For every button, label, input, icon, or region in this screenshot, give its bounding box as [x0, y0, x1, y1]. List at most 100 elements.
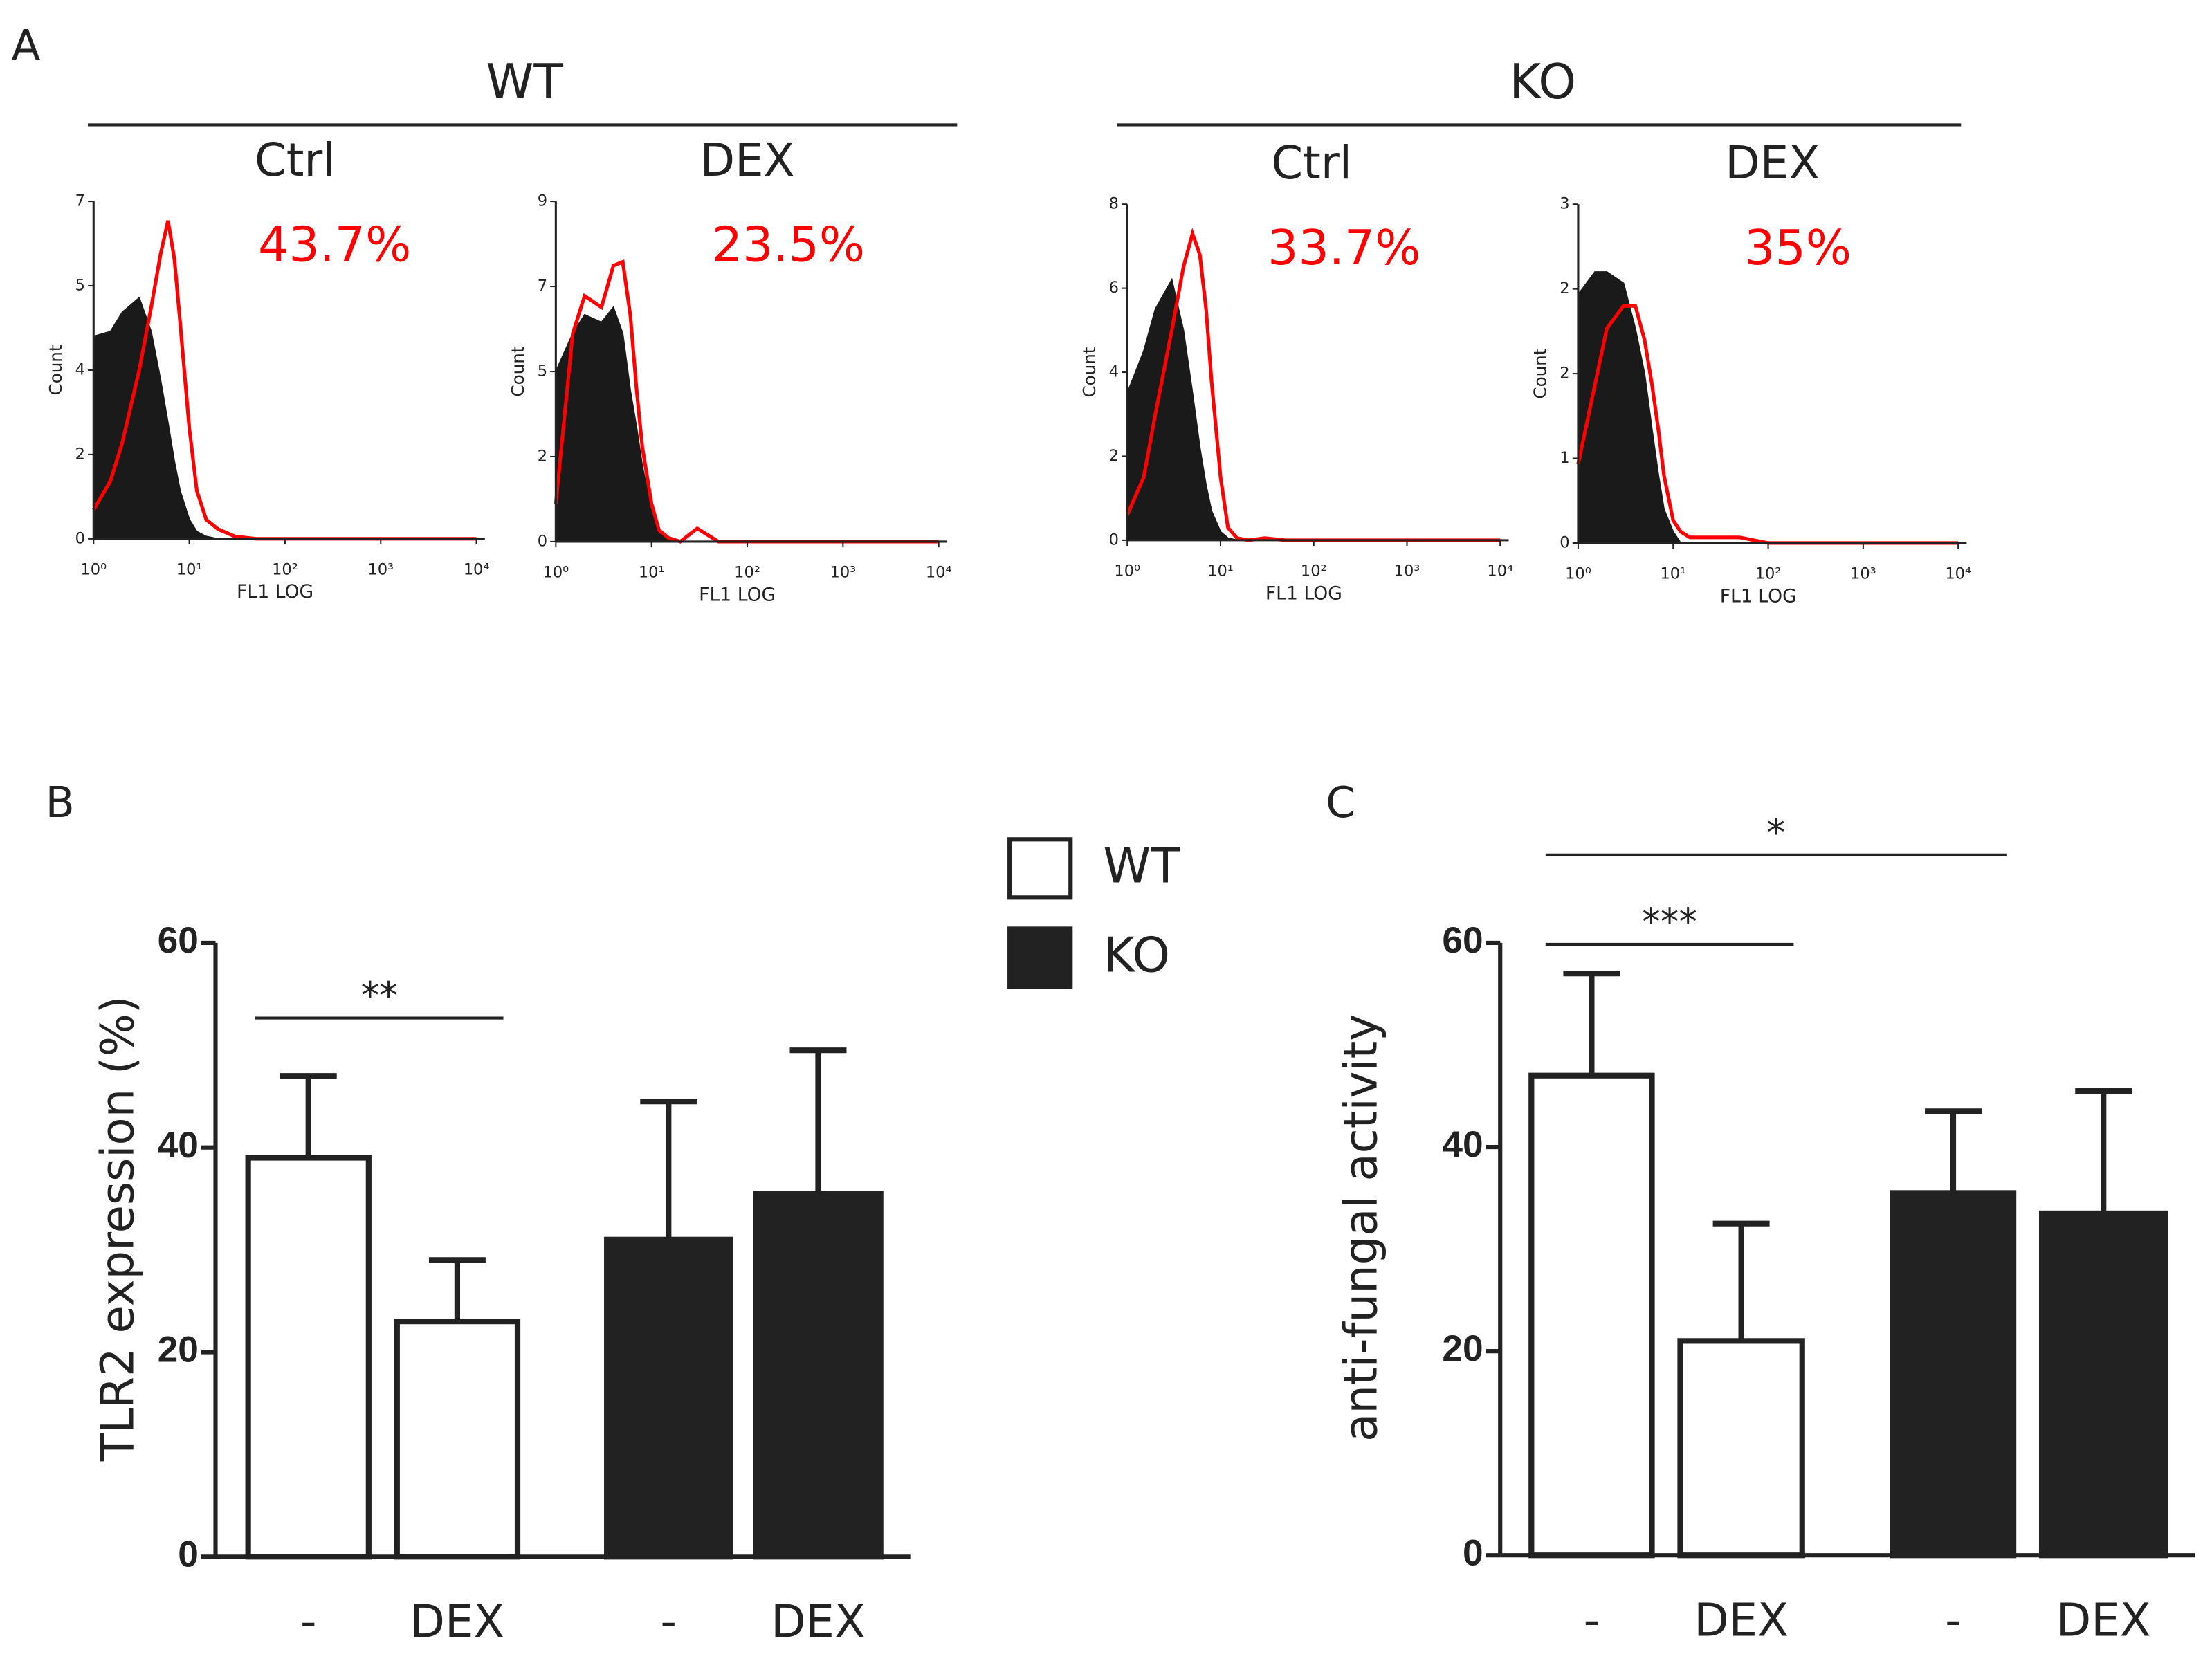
- bar: [753, 1191, 884, 1560]
- y-axis-label: anti-fungal activity: [1335, 1014, 1388, 1442]
- x-tick-label: -: [660, 1596, 677, 1649]
- panel-label: B: [46, 778, 75, 827]
- chart-title: DEX: [1725, 137, 1820, 190]
- x-axis-label: FL1 LOG: [237, 581, 313, 603]
- histogram-area: [93, 296, 477, 540]
- x-tick-label: 10⁰: [1565, 565, 1591, 583]
- y-tick-label: 3: [1560, 195, 1569, 213]
- x-tick-label: 10⁰: [80, 560, 107, 578]
- bar: [2038, 1210, 2168, 1559]
- y-tick-label: 60: [1442, 920, 1483, 961]
- y-tick-label: 8: [1109, 195, 1119, 213]
- x-tick-label: 10¹: [1207, 562, 1234, 580]
- x-tick-label: DEX: [2056, 1595, 2151, 1647]
- chart-title: Ctrl: [255, 134, 336, 187]
- y-tick-label: 2: [538, 447, 547, 465]
- y-tick-label: 0: [75, 529, 85, 547]
- legend-swatch: [1007, 837, 1073, 900]
- x-tick-label: 10³: [367, 560, 394, 578]
- y-tick-label: 60: [158, 920, 199, 961]
- annotation: 23.5%: [712, 217, 865, 273]
- x-tick-label: 10⁰: [1114, 562, 1140, 580]
- y-tick-label: 20: [158, 1330, 199, 1370]
- y-tick-label: 2: [1560, 279, 1569, 297]
- x-tick-label: 10²: [1755, 565, 1782, 583]
- significance-label: ***: [1642, 901, 1697, 944]
- x-tick-label: 10¹: [1660, 565, 1686, 583]
- x-tick-label: -: [1945, 1595, 1962, 1647]
- histogram-area: [1126, 277, 1501, 541]
- y-tick-label: 5: [538, 363, 547, 380]
- x-tick-label: DEX: [771, 1596, 866, 1649]
- y-tick-label: 40: [1442, 1124, 1483, 1165]
- annotation: 35%: [1744, 220, 1852, 276]
- y-tick-label: 9: [538, 192, 547, 210]
- x-tick-label: -: [300, 1596, 317, 1649]
- x-tick-label: DEX: [410, 1596, 505, 1649]
- legend-label: WT: [1103, 838, 1180, 894]
- x-tick-label: 10³: [830, 564, 856, 582]
- x-tick-label: 10²: [734, 564, 760, 582]
- y-tick-label: 0: [1463, 1532, 1483, 1573]
- y-tick-label: 7: [75, 192, 85, 210]
- y-axis-label: Count: [46, 345, 66, 395]
- x-tick-label: 10¹: [176, 560, 203, 578]
- y-tick-label: 4: [75, 360, 85, 378]
- histogram-area: [1577, 271, 1959, 544]
- x-tick-label: 10⁴: [1487, 562, 1513, 580]
- y-axis-label: Count: [1079, 347, 1099, 397]
- y-tick-label: 6: [1109, 279, 1119, 297]
- y-axis-label: Count: [1530, 348, 1551, 398]
- bar: [394, 1319, 521, 1560]
- x-tick-label: DEX: [1694, 1595, 1789, 1647]
- y-tick-label: 2: [1109, 447, 1119, 465]
- bar: [1677, 1338, 1805, 1559]
- x-tick-label: 10⁴: [464, 560, 490, 578]
- x-tick-label: 10⁴: [926, 564, 952, 582]
- x-tick-label: 10³: [1394, 562, 1420, 580]
- x-axis-label: FL1 LOG: [1720, 585, 1797, 607]
- chart-title: Ctrl: [1271, 137, 1352, 190]
- y-tick-label: 7: [538, 277, 547, 295]
- x-tick-label: 10⁰: [542, 564, 569, 582]
- x-tick-label: 10²: [272, 560, 298, 578]
- bar: [1890, 1190, 2017, 1559]
- panel-label: A: [11, 21, 40, 71]
- group-label: KO: [1509, 54, 1576, 110]
- bar: [1528, 1072, 1655, 1559]
- x-tick-label: -: [1584, 1595, 1600, 1647]
- y-tick-label: 20: [1442, 1328, 1483, 1369]
- y-tick-label: 2: [1560, 365, 1569, 383]
- significance-label: *: [1767, 811, 1786, 854]
- y-tick-label: 5: [75, 277, 85, 295]
- y-tick-label: 0: [1560, 533, 1569, 551]
- histogram-area: [555, 306, 939, 542]
- y-axis-label: Count: [508, 346, 528, 396]
- legend-label: KO: [1103, 927, 1170, 983]
- y-tick-label: 2: [75, 445, 85, 463]
- annotation: 33.7%: [1268, 220, 1420, 276]
- x-tick-label: 10⁴: [1945, 565, 1971, 583]
- bar: [604, 1236, 733, 1560]
- y-tick-label: 0: [1109, 531, 1119, 549]
- y-axis-label: TLR2 expression (%): [91, 996, 144, 1462]
- x-axis-label: FL1 LOG: [1265, 582, 1342, 604]
- y-tick-label: 40: [158, 1125, 199, 1166]
- y-tick-label: 1: [1560, 449, 1569, 467]
- y-tick-label: 0: [178, 1534, 199, 1575]
- group-label: WT: [486, 54, 564, 110]
- y-tick-label: 4: [1109, 363, 1119, 381]
- x-tick-label: 10²: [1301, 562, 1327, 580]
- panel-label: C: [1326, 778, 1355, 827]
- x-tick-label: 10³: [1850, 565, 1876, 583]
- chart-title: DEX: [700, 134, 795, 187]
- significance-label: **: [361, 974, 398, 1017]
- legend-swatch: [1007, 926, 1073, 989]
- x-axis-label: FL1 LOG: [699, 584, 776, 605]
- annotation: 43.7%: [258, 217, 411, 273]
- bar: [245, 1155, 372, 1560]
- histogram-line: [1576, 304, 1959, 545]
- y-tick-label: 0: [538, 532, 547, 550]
